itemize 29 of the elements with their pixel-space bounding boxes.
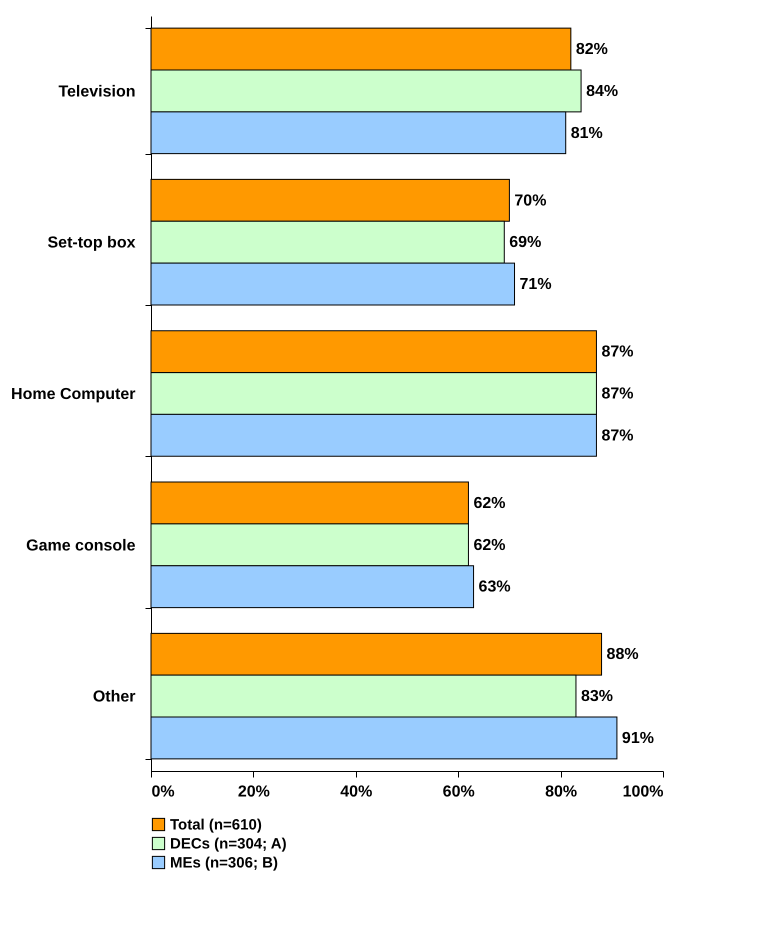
data-label: 69% xyxy=(509,234,542,252)
data-label: 87% xyxy=(601,344,634,361)
x-tick-label: 100% xyxy=(622,784,664,800)
x-tick-label: 20% xyxy=(238,784,270,800)
data-label: 83% xyxy=(580,688,613,706)
y-tick-label: Set-top box xyxy=(48,234,136,252)
data-label: 91% xyxy=(622,730,654,747)
data-label: 88% xyxy=(606,646,639,664)
y-tick-label: Home Computer xyxy=(11,386,136,403)
data-label: 87% xyxy=(601,427,634,444)
data-label: 62% xyxy=(473,494,506,512)
data-label: 62% xyxy=(473,536,506,554)
x-tick-label: 60% xyxy=(442,784,475,800)
x-tick-label: 80% xyxy=(545,784,578,800)
data-label: 71% xyxy=(520,276,552,294)
data-label: 87% xyxy=(601,386,634,402)
data-label: 63% xyxy=(478,578,511,596)
data-label: 70% xyxy=(514,192,546,210)
data-label: 84% xyxy=(586,82,618,100)
legend-label: Total (n=610) xyxy=(170,816,262,834)
y-tick-label: Other xyxy=(92,688,136,706)
legend-label: DECs (n=304; A) xyxy=(170,836,287,852)
x-tick-label: 40% xyxy=(340,784,372,800)
x-tick-label: 0% xyxy=(152,784,175,800)
data-label: 82% xyxy=(576,41,608,58)
data-label: 81% xyxy=(570,124,603,142)
legend-label: MEs (n=306; B) xyxy=(170,854,278,872)
y-tick-label: Game console xyxy=(26,537,136,554)
y-tick-label: Television xyxy=(58,83,136,100)
